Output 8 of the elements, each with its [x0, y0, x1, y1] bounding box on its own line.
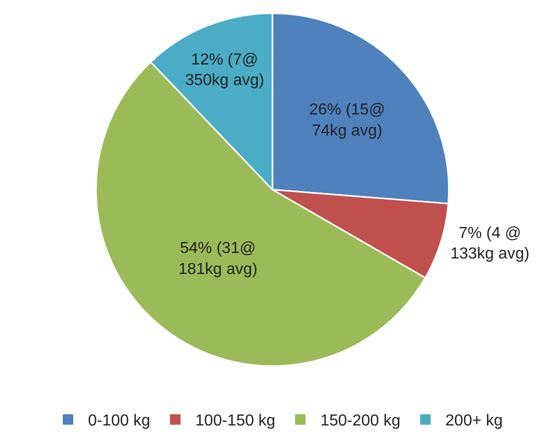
legend-label: 200+ kg — [445, 412, 503, 430]
data-label: 26% (15@ 74kg avg) — [309, 102, 386, 140]
data-label: 12% (7@ 350kg avg) — [185, 51, 264, 90]
legend-label: 150-200 kg — [320, 412, 400, 430]
legend-label: 0-100 kg — [88, 412, 150, 430]
legend-label: 100-150 kg — [195, 412, 276, 430]
data-label: 7% (4 @ 133kg avg) — [450, 224, 530, 263]
data-label: 54% (31@ 181kg avg) — [178, 240, 258, 278]
